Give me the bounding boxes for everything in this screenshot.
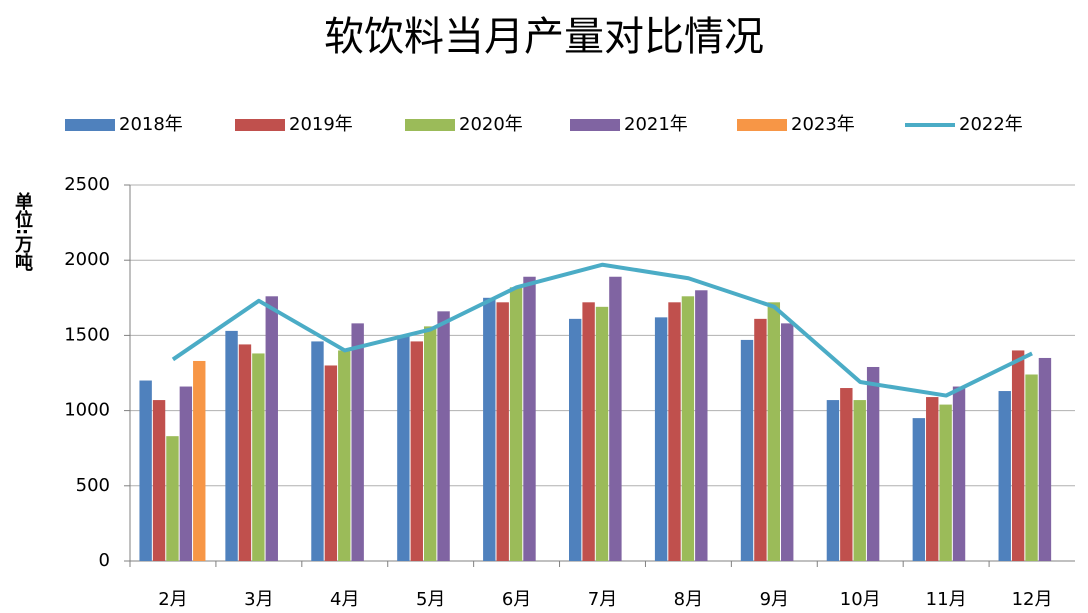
y-tick-label: 500 (76, 475, 110, 496)
x-tick-label: 7月 (588, 589, 617, 610)
x-tick-label: 3月 (244, 589, 273, 610)
bar (754, 318, 767, 561)
bar (569, 318, 582, 561)
bar (324, 365, 338, 561)
y-tick-label: 2500 (64, 174, 110, 195)
x-tick-label: 2月 (158, 589, 187, 610)
legend-swatch (235, 119, 285, 131)
bar (139, 380, 152, 561)
bar (1038, 357, 1052, 561)
bar (338, 350, 351, 561)
bar (781, 323, 794, 561)
bar (1011, 350, 1025, 561)
legend-label: 2019年 (289, 114, 353, 135)
bar (166, 436, 179, 561)
legend-label: 2023年 (791, 114, 855, 135)
x-tick-label: 4月 (330, 589, 359, 610)
bar (523, 276, 536, 561)
x-tick-label: 8月 (674, 589, 703, 610)
bar (351, 323, 364, 561)
bar (681, 296, 695, 561)
x-tick-label: 5月 (416, 589, 445, 610)
bar (912, 418, 926, 561)
legend-swatch (65, 119, 115, 131)
bar (397, 335, 410, 561)
bar (437, 311, 450, 561)
bar (826, 400, 840, 561)
legend-label: 2021年 (624, 114, 688, 135)
bar (265, 296, 278, 561)
legend-label: 2018年 (119, 114, 183, 135)
bar (483, 297, 496, 561)
x-tick-label: 10月 (840, 589, 881, 610)
legend-swatch (570, 119, 620, 131)
y-tick-label: 0 (99, 550, 110, 571)
x-tick-label: 12月 (1012, 589, 1053, 610)
bar (609, 276, 622, 561)
bar (695, 290, 708, 561)
y-axis-label: 单位:万吨 (12, 191, 34, 271)
bar (853, 400, 866, 561)
bar (866, 366, 880, 561)
line (171, 262, 1033, 398)
bar (582, 302, 595, 561)
bar (410, 341, 423, 561)
y-tick-label: 2000 (64, 249, 110, 270)
bar (926, 397, 939, 561)
bar (767, 302, 781, 561)
legend-swatch (405, 119, 455, 131)
bar (840, 388, 853, 561)
bar (496, 302, 509, 561)
x-tick-label: 9月 (760, 589, 789, 610)
x-tick-label: 11月 (926, 589, 967, 610)
y-tick-label: 1500 (64, 324, 110, 345)
bar (668, 302, 681, 561)
chart-title: 软饮料当月产量对比情况 (324, 14, 764, 60)
legend-label: 2022年 (959, 114, 1023, 135)
bar (654, 317, 668, 561)
bar (152, 400, 166, 561)
bar (740, 339, 754, 561)
legend-swatch (737, 119, 787, 131)
x-tick-label: 6月 (502, 589, 531, 610)
bar (311, 341, 324, 561)
bar (1025, 374, 1038, 561)
bar (225, 330, 238, 561)
bar (939, 404, 952, 561)
y-tick-label: 1000 (64, 400, 110, 421)
bar (595, 306, 609, 561)
bar (952, 386, 966, 561)
bar (179, 386, 193, 561)
bar (998, 391, 1011, 561)
legend-label: 2020年 (459, 114, 523, 135)
bar (509, 287, 523, 561)
bar (252, 353, 265, 561)
bar (193, 360, 206, 561)
bar (423, 326, 437, 561)
bar (238, 344, 252, 561)
